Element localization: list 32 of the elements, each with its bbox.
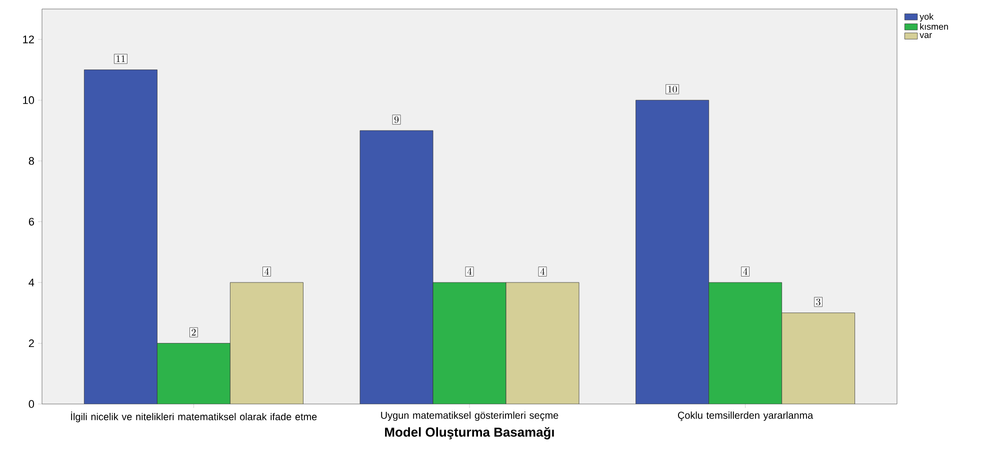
bar [636, 100, 710, 404]
data-label: 4 [743, 268, 748, 275]
bar [230, 282, 304, 404]
data-label: 2 [192, 328, 196, 336]
data-label: 11 [116, 55, 125, 62]
bar [156, 343, 230, 404]
data-label: 4 [467, 268, 472, 275]
x-axis-title: Model Oluşturma Basamağı [385, 427, 554, 440]
data-label: 10 [668, 86, 677, 93]
x-tick-label: Uygun matematiksel gösterimleri seçme [381, 412, 558, 421]
data-label: 4 [264, 268, 269, 275]
bar [360, 130, 434, 404]
bar [433, 282, 506, 404]
bar [84, 70, 158, 404]
bar [782, 312, 856, 404]
data-label: 9 [394, 116, 399, 124]
y-tick-label: 0 [28, 400, 34, 408]
y-tick-label: 8 [28, 157, 34, 165]
legend-label: kısmen [920, 23, 948, 30]
bar [506, 282, 580, 404]
legend-label: var [920, 33, 932, 38]
x-tick-label: İlgili nicelik ve nitelikleri matematiksel olarak ifade etme [71, 412, 317, 422]
y-tick-label: 12 [23, 36, 34, 44]
bar [708, 282, 782, 404]
data-label: 4 [540, 268, 545, 275]
y-tick-label: 10 [23, 96, 34, 104]
legend-label: yok [920, 13, 934, 22]
x-tick-label: Çoklu temsillerden yararlanma [678, 412, 814, 421]
y-tick-label: 4 [28, 278, 34, 286]
y-tick-label: 2 [28, 339, 34, 348]
y-tick-label: 6 [28, 218, 34, 226]
data-label: 3 [816, 298, 820, 306]
